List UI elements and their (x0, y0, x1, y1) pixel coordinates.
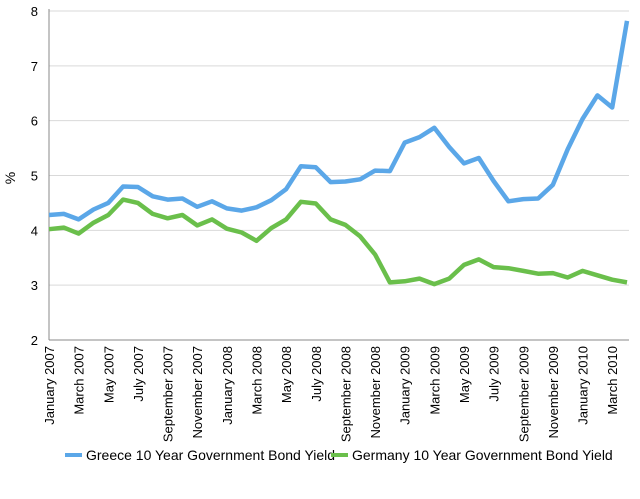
legend-label: Germany 10 Year Government Bond Yield (352, 447, 613, 463)
x-tick-label: May 2007 (101, 346, 116, 403)
x-tick-label: November 2009 (546, 346, 561, 439)
x-tick-label: January 2010 (576, 346, 591, 425)
x-tick-label: March 2008 (249, 346, 264, 415)
y-tick-label: 7 (31, 59, 38, 74)
x-tick-label: September 2008 (338, 346, 353, 442)
y-tick-label: 4 (31, 223, 38, 238)
y-tick-label: 3 (31, 278, 38, 293)
x-tick-label: March 2007 (72, 346, 87, 415)
x-tick-label: January 2007 (42, 346, 57, 425)
gridlines (49, 10, 629, 286)
x-tick-label: March 2010 (605, 346, 620, 415)
x-tick-label: May 2008 (279, 346, 294, 403)
series-line-greece (48, 20, 630, 222)
series-line-germany (48, 197, 628, 287)
legend: Greece 10 Year Government Bond Yield Germ… (65, 447, 613, 463)
x-tick-label: January 2008 (220, 346, 235, 425)
x-tick-label: July 2008 (309, 346, 324, 402)
x-tick-label: July 2007 (131, 346, 146, 402)
x-tick-label: November 2007 (190, 346, 205, 439)
series-lines (48, 20, 630, 287)
y-axis-title: % (2, 172, 18, 184)
x-tick-label: March 2009 (427, 346, 442, 415)
x-tick-label: September 2009 (516, 346, 531, 442)
axes (48, 9, 629, 341)
y-tick-label: 6 (31, 114, 38, 129)
y-tick-label: 5 (31, 169, 38, 184)
y-tick-labels: 2 3 4 5 6 7 8 (31, 4, 38, 348)
x-tick-label: November 2008 (368, 346, 383, 439)
y-tick-label: 8 (31, 4, 38, 19)
x-tick-label: July 2009 (487, 346, 502, 402)
x-tick-label: September 2007 (161, 346, 176, 442)
y-tick-label: 2 (31, 333, 38, 348)
legend-label: Greece 10 Year Government Bond Yield (86, 447, 335, 463)
x-tick-label: January 2009 (398, 346, 413, 425)
x-tick-label: May 2009 (457, 346, 472, 403)
x-tick-labels: January 2007 March 2007 May 2007 July 2007 S… (42, 346, 620, 442)
